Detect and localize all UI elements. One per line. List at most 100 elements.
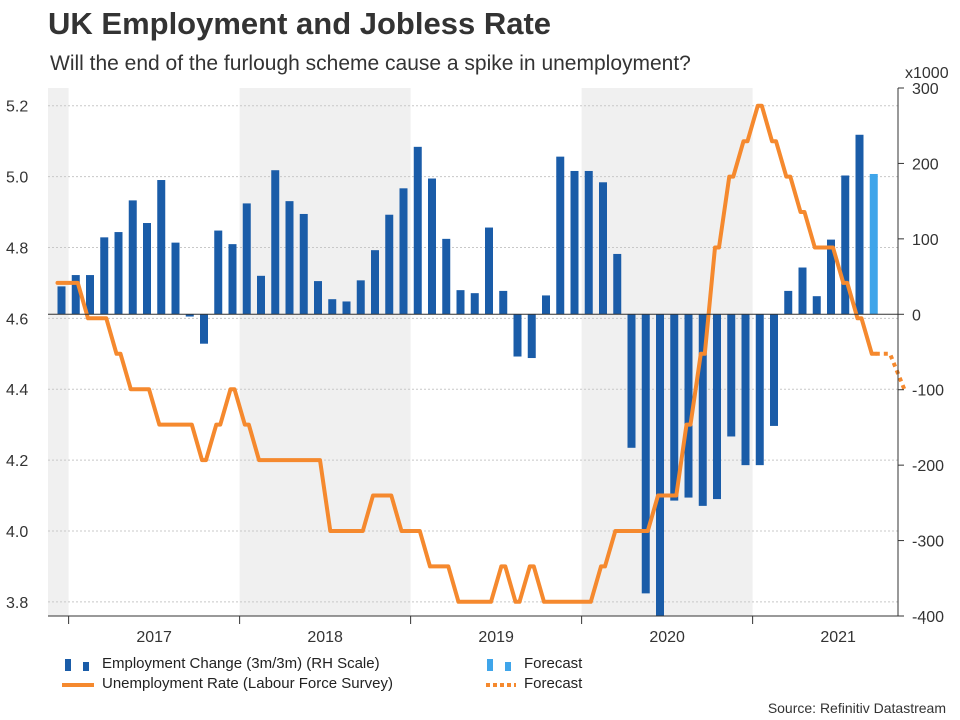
legend-bars-label: Employment Change (3m/3m) (RH Scale) <box>102 655 380 672</box>
employment-bar <box>755 314 764 466</box>
employment-bar <box>513 314 522 357</box>
forecast-bar <box>869 173 878 315</box>
right-tick-label: -100 <box>912 383 944 400</box>
shade-band-2016 <box>48 88 69 616</box>
employment-bar <box>399 188 408 315</box>
right-tick-label: -200 <box>912 458 944 475</box>
employment-bar <box>185 314 194 317</box>
legend-bar-swatch-1 <box>65 658 71 671</box>
employment-bar <box>314 281 322 315</box>
shade-band-2018 <box>239 88 411 616</box>
employment-bar <box>784 290 793 315</box>
employment-bar <box>456 290 465 315</box>
employment-bar <box>855 134 864 315</box>
legend-forecast-swatch-1 <box>487 658 493 671</box>
legend-forecast-swatch-2 <box>505 661 511 671</box>
employment-bar <box>228 244 237 315</box>
employment-bars <box>57 134 878 616</box>
right-tick-label: 0 <box>912 307 921 324</box>
employment-bar <box>214 230 223 315</box>
right-tick-label: 200 <box>912 156 939 173</box>
legend-line-forecast-label: Forecast <box>524 675 583 692</box>
employment-bar <box>812 296 821 315</box>
employment-bar <box>599 182 607 315</box>
employment-bar <box>356 280 365 315</box>
employment-bar <box>741 314 750 466</box>
left-tick-label: 4.8 <box>6 240 28 257</box>
employment-bar <box>684 314 693 498</box>
left-tick-label: 5.0 <box>6 170 28 187</box>
left-tick-label: 4.0 <box>6 524 28 541</box>
x-tick-label-2017: 2017 <box>136 629 172 646</box>
right-tick-label: 300 <box>912 81 939 98</box>
left-tick-label: 5.2 <box>6 99 28 116</box>
right-tick-label: -300 <box>912 534 944 551</box>
right-tick-label: -400 <box>912 609 944 626</box>
employment-bar <box>342 301 351 315</box>
legend-line-swatch <box>62 682 94 687</box>
employment-bar <box>670 314 679 501</box>
legend-bars-forecast-swatch <box>487 658 511 671</box>
source-note: Source: Refinitiv Datastream <box>767 700 946 716</box>
chart-title: UK Employment and Jobless Rate <box>48 6 552 41</box>
legend-bars: Employment Change (3m/3m) (RH Scale) <box>62 655 380 672</box>
legend-bar-swatch-2 <box>83 661 89 671</box>
employment-bar <box>200 314 208 344</box>
right-tick-label: 100 <box>912 232 939 249</box>
employment-bar <box>798 267 807 315</box>
employment-bar <box>527 314 536 359</box>
legend-line-label: Unemployment Rate (Labour Force Survey) <box>102 675 393 692</box>
employment-bar <box>285 201 294 315</box>
employment-bar <box>770 314 778 426</box>
employment-bar <box>271 170 280 315</box>
employment-bar <box>542 295 550 315</box>
employment-bar <box>128 200 137 315</box>
legend-bars-forecast-label: Forecast <box>524 655 583 672</box>
employment-bar <box>328 299 337 315</box>
left-tick-label: 4.6 <box>6 311 28 328</box>
chart-subtitle: Will the end of the furlough scheme caus… <box>50 52 691 75</box>
employment-bar <box>385 214 394 315</box>
shaded-year-bands <box>48 88 753 616</box>
employment-bar <box>442 238 451 315</box>
employment-bar <box>698 314 707 506</box>
unemployment-line <box>55 103 907 604</box>
left-tick-label: 4.4 <box>6 382 28 399</box>
employment-bar <box>485 227 493 315</box>
employment-bar <box>556 156 565 315</box>
employment-bar <box>499 290 508 315</box>
employment-bar <box>827 239 835 315</box>
employment-bar <box>114 232 123 315</box>
employment-bar <box>413 146 422 315</box>
x-tick-label-2019: 2019 <box>478 629 514 646</box>
employment-bar <box>727 314 736 437</box>
x-tick-label-2018: 2018 <box>307 629 343 646</box>
employment-bar <box>428 178 436 315</box>
employment-bar <box>613 253 622 315</box>
employment-bar <box>656 314 664 616</box>
employment-bar <box>100 237 109 315</box>
employment-bar <box>86 275 94 315</box>
employment-bar <box>841 175 850 315</box>
employment-bar <box>171 242 180 315</box>
axes <box>48 87 925 624</box>
legend-line-forecast-swatch <box>486 682 516 687</box>
employment-bar <box>713 314 721 500</box>
shade-band-2020 <box>581 88 753 616</box>
employment-bar <box>257 275 265 315</box>
unemployment-forecast-line <box>875 351 907 390</box>
employment-bar <box>242 203 251 315</box>
employment-bar <box>584 170 593 315</box>
legend-line: Unemployment Rate (Labour Force Survey) <box>62 675 393 692</box>
employment-bar <box>570 170 579 315</box>
employment-bar <box>641 314 650 594</box>
tick-labels: 2017 2018 2019 2020 2021 3.8 4.0 4.2 4.4 4.6 4.8 5.… <box>6 65 949 646</box>
employment-bar <box>157 180 166 315</box>
employment-bar <box>299 213 308 315</box>
unemployment-rate-line <box>55 103 878 604</box>
legend-bars-swatch <box>65 658 89 671</box>
employment-bar <box>57 286 66 315</box>
employment-bar <box>470 293 479 315</box>
employment-bar <box>371 250 379 315</box>
